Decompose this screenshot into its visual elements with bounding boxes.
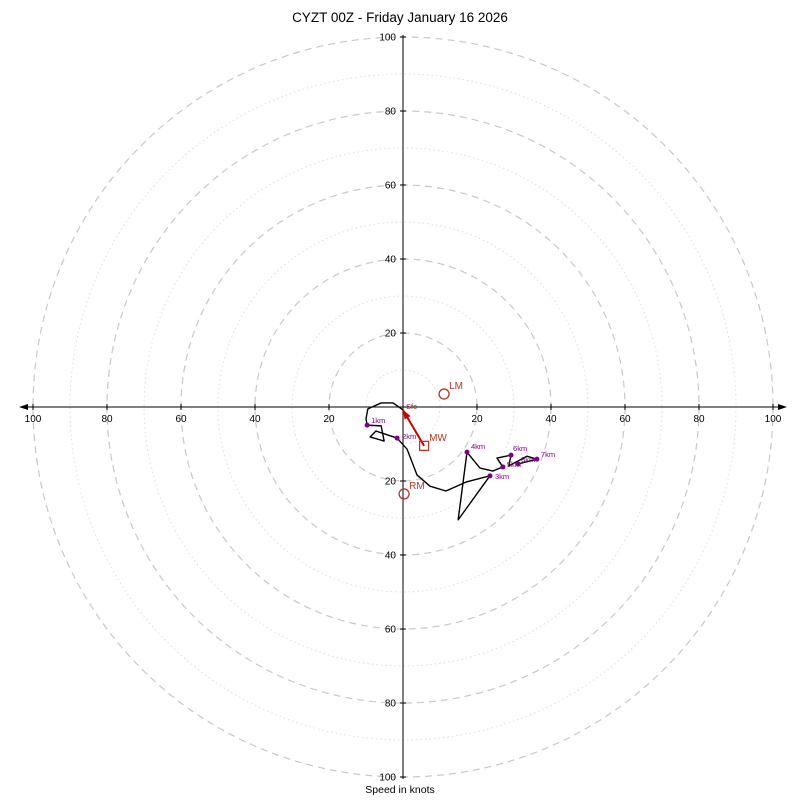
level-dot-2km: [394, 435, 400, 441]
y-axis-tick-label: 60: [385, 625, 397, 636]
marker-rm-circle: [398, 488, 410, 500]
x-axis-tick-label: 20: [471, 414, 483, 425]
x-axis-label: Speed in knots: [365, 784, 435, 796]
x-axis-tick-label: 100: [25, 414, 42, 425]
level-dot-3km: [487, 473, 493, 479]
y-axis-tick-label: 100: [379, 33, 396, 44]
hodograph-trace: [365, 402, 538, 521]
x-axis-tick-label: 60: [619, 414, 631, 425]
level-label-sfc: Sfc: [406, 402, 417, 411]
level-label-6km: 6km: [513, 444, 527, 453]
level-label-2km: 2km: [402, 432, 416, 441]
level-dot-5km: [500, 464, 506, 470]
x-axis-tick-label: 80: [101, 414, 113, 425]
level-label-4km: 4km: [471, 442, 485, 451]
x-axis-arrow-left: [19, 404, 28, 410]
y-axis-tick-label: 80: [385, 699, 397, 710]
level-label-5km: 5km: [507, 460, 521, 469]
x-axis-tick-label: 80: [693, 414, 705, 425]
level-label-7km: 7km: [541, 450, 555, 459]
marker-rm-label: RM: [409, 481, 425, 492]
y-axis-tick-label: 40: [385, 255, 397, 266]
level-dot-1km: [364, 422, 370, 428]
level-dot-7km: [534, 456, 540, 462]
level-dot-8km: [515, 461, 521, 467]
x-axis-tick-label: 40: [249, 414, 261, 425]
x-axis-arrow-right: [778, 404, 787, 410]
x-axis-tick-label: 100: [765, 414, 782, 425]
y-axis-tick-label: 60: [385, 181, 397, 192]
x-axis-tick-label: 40: [545, 414, 557, 425]
level-label-3km: 3km: [495, 472, 509, 481]
chart-title: CYZT 00Z - Friday January 16 2026: [292, 10, 508, 25]
marker-lm-circle: [438, 388, 450, 400]
x-axis-tick-label: 20: [323, 414, 335, 425]
level-label-1km: 1km: [371, 416, 385, 425]
storm-motion-arrowhead: [403, 409, 411, 420]
y-axis-tick-label: 20: [385, 477, 397, 488]
y-axis-tick-label: 100: [379, 773, 396, 784]
y-axis-tick-label: 40: [385, 551, 397, 562]
level-label-8km: 8km: [521, 455, 535, 464]
level-dot-4km: [464, 449, 470, 455]
y-axis-tick-label: 80: [385, 107, 397, 118]
marker-mw-label: MW: [429, 433, 447, 444]
x-axis-tick-label: 60: [175, 414, 187, 425]
marker-mw-square: [418, 440, 430, 452]
level-dot-6km: [508, 452, 514, 458]
y-axis-tick-label: 20: [385, 329, 397, 340]
marker-lm-label: LM: [449, 381, 463, 392]
